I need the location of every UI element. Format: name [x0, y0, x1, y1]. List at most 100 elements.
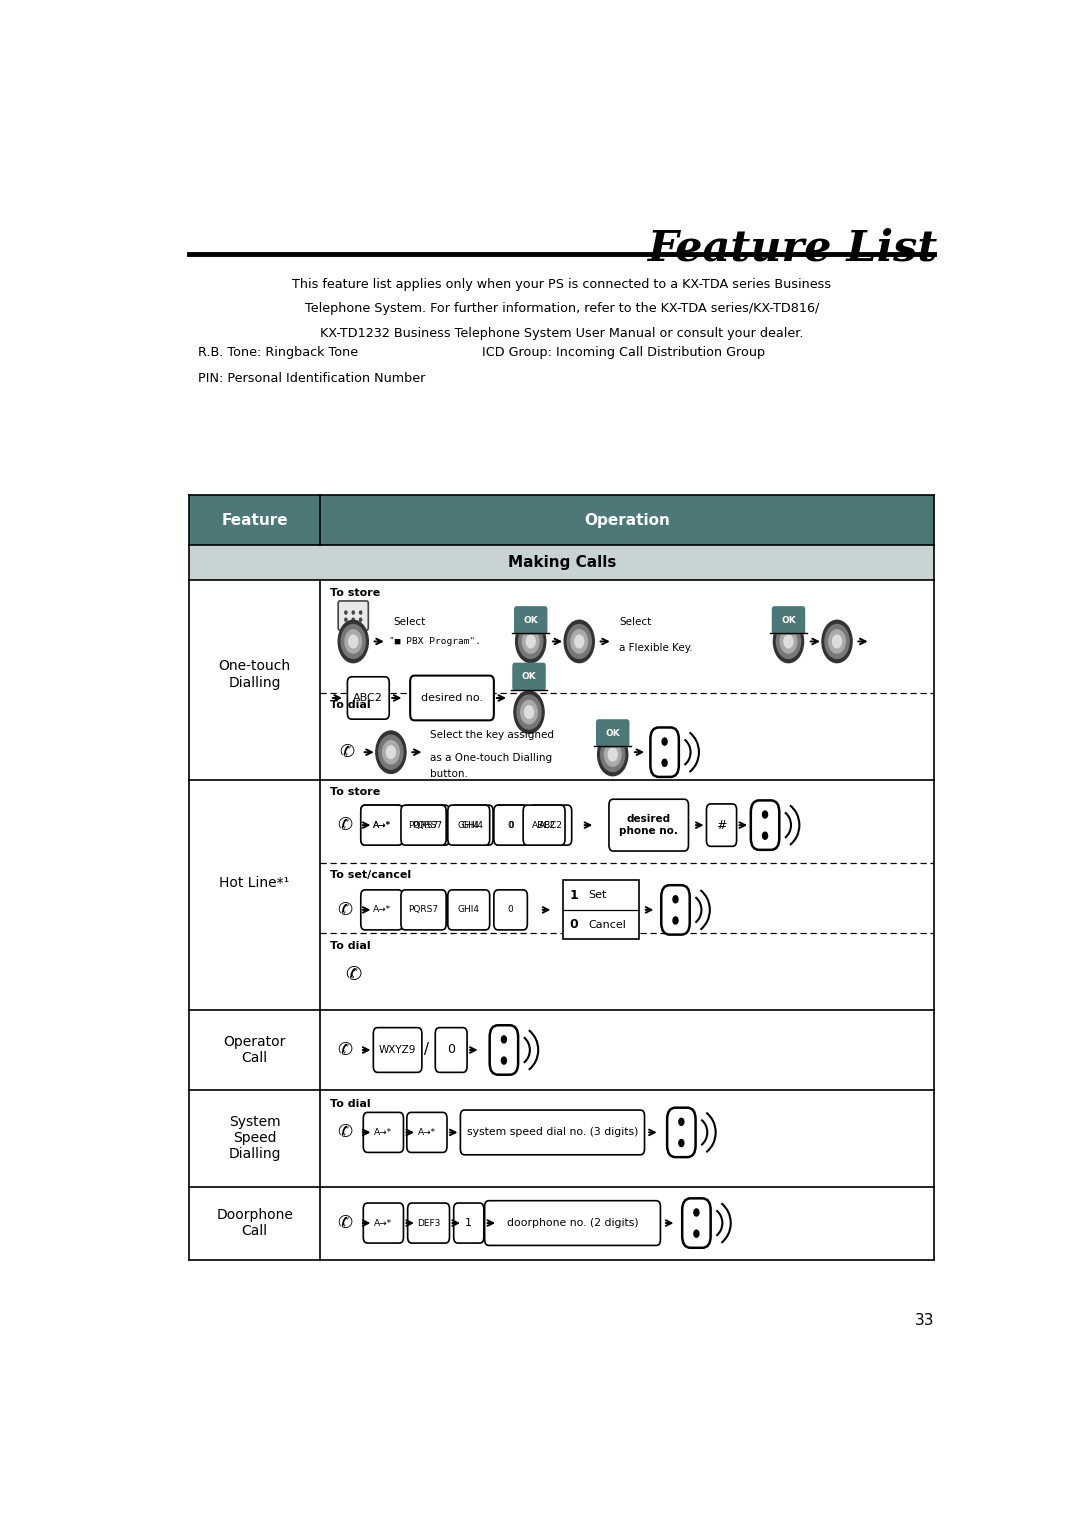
Text: PIN: Personal Identification Number: PIN: Personal Identification Number — [198, 372, 426, 385]
FancyBboxPatch shape — [460, 1110, 645, 1154]
Circle shape — [341, 624, 365, 659]
Circle shape — [501, 1035, 507, 1043]
Circle shape — [352, 618, 354, 621]
Text: system speed dial no. (3 digits): system speed dial no. (3 digits) — [467, 1127, 638, 1138]
Bar — [189, 579, 934, 780]
FancyBboxPatch shape — [485, 1200, 661, 1246]
Bar — [564, 881, 638, 939]
Bar — [189, 544, 934, 579]
Text: doorphone no. (2 digits): doorphone no. (2 digits) — [507, 1219, 638, 1228]
FancyBboxPatch shape — [523, 806, 565, 846]
Text: WXYZ9: WXYZ9 — [379, 1044, 416, 1055]
FancyBboxPatch shape — [407, 1113, 447, 1153]
Text: Operator
Call: Operator Call — [224, 1035, 286, 1066]
FancyBboxPatch shape — [514, 605, 548, 635]
Circle shape — [762, 810, 768, 818]
Circle shape — [605, 743, 621, 766]
Circle shape — [600, 737, 624, 772]
FancyBboxPatch shape — [530, 806, 571, 846]
Text: 0: 0 — [447, 1043, 455, 1057]
FancyBboxPatch shape — [363, 1113, 404, 1153]
Circle shape — [518, 624, 543, 659]
Text: #: # — [716, 818, 727, 832]
Text: Select: Select — [620, 618, 651, 627]
Text: Feature: Feature — [221, 512, 288, 528]
Text: ✆: ✆ — [337, 816, 352, 835]
Text: OK: OK — [524, 616, 538, 625]
Text: To store: To store — [329, 589, 380, 598]
Text: A→*: A→* — [373, 821, 391, 830]
Circle shape — [515, 621, 545, 662]
Circle shape — [828, 630, 846, 653]
Text: GHI4: GHI4 — [458, 821, 480, 830]
Circle shape — [673, 917, 678, 924]
Text: A→*: A→* — [373, 821, 391, 830]
FancyBboxPatch shape — [495, 806, 528, 846]
FancyBboxPatch shape — [661, 885, 690, 934]
Circle shape — [526, 635, 536, 648]
Text: a Flexible Key.: a Flexible Key. — [620, 642, 693, 653]
Bar — [189, 1011, 934, 1090]
Circle shape — [608, 748, 618, 761]
Bar — [189, 780, 934, 1011]
FancyBboxPatch shape — [374, 1027, 422, 1072]
Circle shape — [773, 621, 804, 662]
Circle shape — [679, 1139, 684, 1147]
Text: button.: button. — [430, 769, 468, 778]
Circle shape — [833, 635, 841, 648]
Text: ABC2: ABC2 — [353, 693, 383, 703]
Circle shape — [360, 612, 362, 615]
Circle shape — [762, 832, 768, 839]
FancyBboxPatch shape — [451, 806, 494, 846]
Circle shape — [517, 696, 541, 729]
FancyBboxPatch shape — [348, 677, 389, 719]
Circle shape — [376, 731, 406, 774]
Text: desired no.: desired no. — [421, 693, 483, 703]
Text: ABC2: ABC2 — [539, 821, 563, 830]
Circle shape — [360, 618, 362, 621]
Bar — [189, 1187, 934, 1260]
Text: Cancel: Cancel — [589, 919, 626, 930]
Circle shape — [825, 624, 849, 659]
Text: Select: Select — [393, 618, 426, 627]
Circle shape — [345, 612, 347, 615]
Circle shape — [777, 624, 800, 659]
Text: System
Speed
Dialling: System Speed Dialling — [228, 1115, 281, 1162]
Text: "■ PBX Program".: "■ PBX Program". — [389, 638, 482, 645]
FancyBboxPatch shape — [494, 806, 527, 846]
FancyBboxPatch shape — [609, 800, 688, 852]
Text: Making Calls: Making Calls — [508, 555, 616, 570]
Circle shape — [564, 621, 594, 662]
Circle shape — [694, 1209, 699, 1216]
Text: ABC2: ABC2 — [532, 821, 556, 830]
Circle shape — [345, 618, 347, 621]
Text: 0: 0 — [508, 905, 513, 914]
Text: PQRS7: PQRS7 — [411, 821, 442, 830]
Text: A→*: A→* — [375, 1128, 392, 1138]
Circle shape — [822, 621, 852, 662]
Text: Feature List: Feature List — [647, 226, 936, 269]
Circle shape — [673, 896, 678, 902]
Text: Operation: Operation — [584, 512, 670, 528]
Text: KX-TD1232 Business Telephone System User Manual or consult your dealer.: KX-TD1232 Business Telephone System User… — [320, 327, 804, 339]
Text: DEF3: DEF3 — [417, 1219, 441, 1228]
Circle shape — [679, 1118, 684, 1125]
Circle shape — [662, 760, 667, 766]
FancyBboxPatch shape — [361, 806, 403, 846]
Circle shape — [352, 625, 354, 628]
Circle shape — [501, 1057, 507, 1064]
Circle shape — [575, 635, 584, 648]
FancyBboxPatch shape — [706, 804, 737, 847]
Circle shape — [360, 625, 362, 628]
Circle shape — [352, 612, 354, 615]
FancyBboxPatch shape — [435, 1027, 467, 1072]
Text: Select the key assigned: Select the key assigned — [430, 731, 554, 740]
FancyBboxPatch shape — [404, 806, 449, 846]
Text: 33: 33 — [915, 1313, 934, 1327]
Text: Hot Line*¹: Hot Line*¹ — [219, 876, 289, 890]
Circle shape — [345, 625, 347, 628]
Text: Doorphone
Call: Doorphone Call — [216, 1208, 293, 1238]
Text: 0: 0 — [570, 917, 579, 931]
Text: ✆: ✆ — [346, 965, 362, 985]
Text: To dial: To dial — [329, 700, 370, 711]
